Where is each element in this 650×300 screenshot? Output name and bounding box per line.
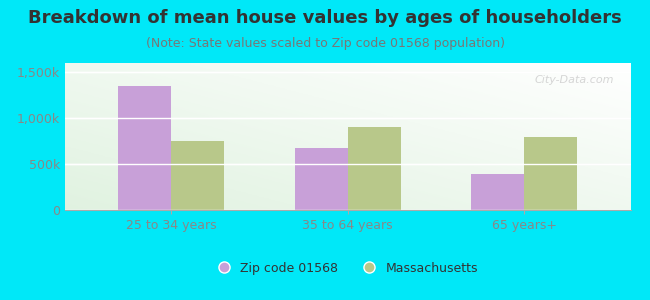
Bar [348,127,401,210]
Bar [171,141,224,210]
Bar [118,86,171,210]
Bar [525,136,577,210]
Legend: Zip code 01568, Massachusetts: Zip code 01568, Massachusetts [213,257,483,280]
Text: Breakdown of mean house values by ages of householders: Breakdown of mean house values by ages o… [28,9,622,27]
Bar [294,148,348,210]
Bar [471,174,525,210]
Text: City-Data.com: City-Data.com [534,75,614,85]
Text: (Note: State values scaled to Zip code 01568 population): (Note: State values scaled to Zip code 0… [146,38,504,50]
